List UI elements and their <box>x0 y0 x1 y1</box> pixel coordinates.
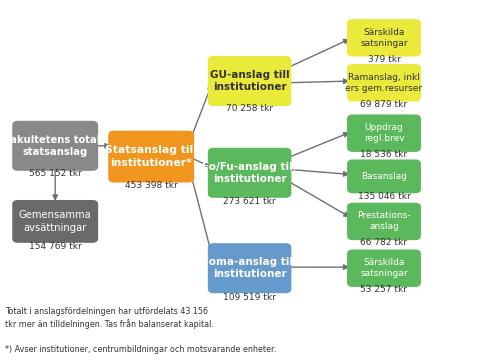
Text: 66 782 tkr: 66 782 tkr <box>360 238 408 247</box>
Text: 273 621 tkr: 273 621 tkr <box>223 197 276 206</box>
Text: Statsanslag till
institutioner*: Statsanslag till institutioner* <box>105 145 197 168</box>
Text: Totalt i anslagsfördelningen har utfördelats 43 156
tkr mer än tilldelningen. Ta: Totalt i anslagsfördelningen har utförde… <box>5 307 214 329</box>
Text: Prestations-
anslag: Prestations- anslag <box>357 211 411 231</box>
Text: *) Avser institutioner, centrumbildningar och motsvarande enheter.: *) Avser institutioner, centrumbildninga… <box>5 345 276 354</box>
FancyBboxPatch shape <box>208 56 291 106</box>
FancyBboxPatch shape <box>208 148 291 198</box>
Text: 453 398 tkr: 453 398 tkr <box>125 181 178 190</box>
Text: 18 536 tkr: 18 536 tkr <box>360 150 408 159</box>
Text: 53 257 tkr: 53 257 tkr <box>360 285 408 294</box>
Text: Fakultetens totala
statsanslag: Fakultetens totala statsanslag <box>4 135 107 157</box>
Text: GU-anslag till
institutioner: GU-anslag till institutioner <box>210 70 289 92</box>
FancyBboxPatch shape <box>347 249 421 287</box>
Text: 109 519 tkr: 109 519 tkr <box>223 293 276 302</box>
FancyBboxPatch shape <box>12 200 98 243</box>
Text: 565 152 tkr: 565 152 tkr <box>29 169 82 178</box>
Text: Fo/Fu-anslag till
institutioner: Fo/Fu-anslag till institutioner <box>203 162 297 184</box>
FancyBboxPatch shape <box>347 19 421 57</box>
Text: Särskilda
satsningar: Särskilda satsningar <box>360 28 408 48</box>
Text: 154 769 tkr: 154 769 tkr <box>29 242 82 251</box>
Text: Basanslag: Basanslag <box>361 172 407 181</box>
FancyBboxPatch shape <box>12 121 98 171</box>
Text: 70 258 tkr: 70 258 tkr <box>226 104 273 113</box>
FancyBboxPatch shape <box>108 131 194 183</box>
Text: Särskilda
satsningar: Särskilda satsningar <box>360 258 408 278</box>
FancyBboxPatch shape <box>347 64 421 102</box>
FancyBboxPatch shape <box>347 203 421 240</box>
Text: Foma-anslag till
institutioner: Foma-anslag till institutioner <box>202 257 297 279</box>
Text: Ramanslag, inkl
ers gem.resurser: Ramanslag, inkl ers gem.resurser <box>346 73 422 93</box>
FancyBboxPatch shape <box>208 243 291 293</box>
Text: Uppdrag
regl.brev: Uppdrag regl.brev <box>364 123 404 143</box>
Text: 379 tkr: 379 tkr <box>368 55 400 64</box>
FancyBboxPatch shape <box>347 114 421 152</box>
FancyBboxPatch shape <box>347 159 421 193</box>
Text: 135 046 tkr: 135 046 tkr <box>358 192 410 201</box>
Text: 69 879 tkr: 69 879 tkr <box>360 100 408 109</box>
Text: Gemensamma
avsättningar: Gemensamma avsättningar <box>19 210 92 233</box>
